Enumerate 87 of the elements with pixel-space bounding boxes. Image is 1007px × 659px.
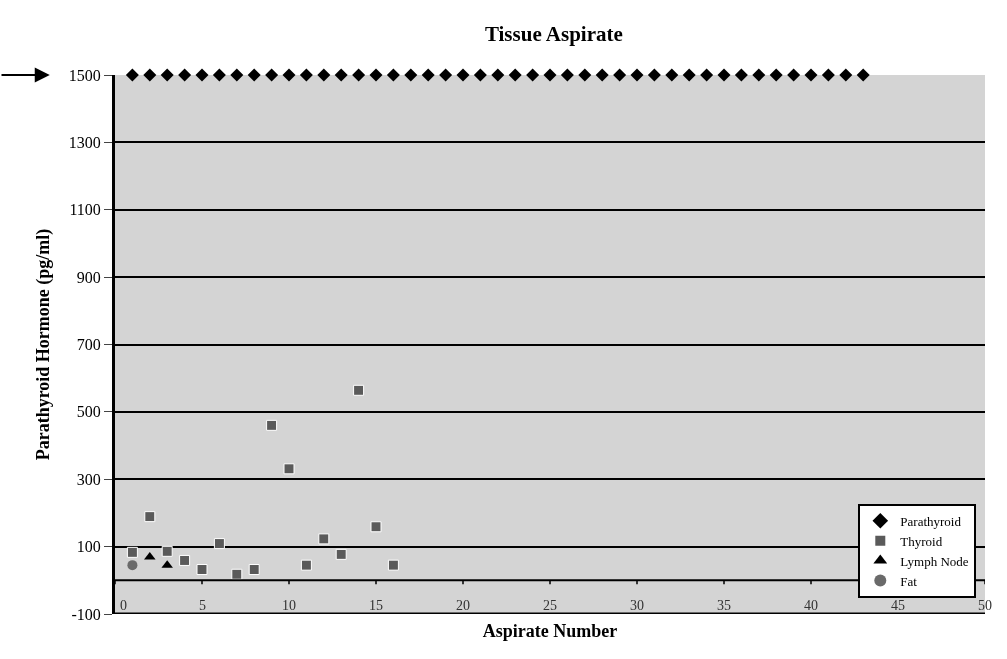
point: [508, 68, 522, 82]
y-tick-label: 100: [76, 538, 101, 556]
point: [126, 546, 138, 558]
point: [386, 68, 400, 82]
x-tick-label: 15: [369, 598, 383, 613]
point: [196, 564, 208, 576]
point: [352, 68, 366, 82]
point: [630, 68, 644, 82]
x-tick-label: 5: [199, 598, 206, 613]
point: [613, 68, 627, 82]
point: [665, 68, 679, 82]
point: [125, 68, 139, 82]
point: [334, 68, 348, 82]
point: [370, 521, 382, 533]
point: [282, 68, 296, 82]
point: [491, 68, 505, 82]
point: [179, 554, 191, 566]
point: [230, 68, 244, 82]
chart-title: Tissue Aspirate: [484, 22, 623, 47]
y-tick-label: -100: [71, 605, 101, 623]
point: [161, 545, 173, 557]
point: [265, 68, 279, 82]
legend-label: Parathyroid: [900, 513, 962, 529]
y-tick-label: 1100: [69, 201, 101, 219]
point: [456, 68, 470, 82]
x-tick-label: 0: [120, 598, 127, 613]
point: [404, 68, 418, 82]
point: [178, 68, 192, 82]
x-tick-label: 25: [543, 598, 557, 613]
point: [543, 68, 557, 82]
point: [717, 68, 731, 82]
point: [752, 68, 766, 82]
x-tick-label: 40: [804, 598, 818, 613]
point: [318, 533, 330, 545]
x-tick-label: 45: [891, 598, 905, 613]
point: [700, 68, 714, 82]
y-tick-label: 1300: [68, 133, 101, 151]
point: [248, 564, 260, 576]
x-axis-title: Aspirate Number: [482, 621, 618, 642]
x-tick-label: 35: [717, 598, 731, 613]
x-tick-label: 30: [630, 598, 644, 613]
y-tick-label: 300: [76, 470, 101, 488]
point: [647, 68, 661, 82]
x-tick-label: 20: [456, 598, 470, 613]
point: [160, 68, 174, 82]
point: [473, 68, 487, 82]
y-tick-label: 500: [76, 403, 101, 421]
y-tick-label: 700: [76, 336, 101, 354]
point: [143, 68, 157, 82]
point: [821, 68, 835, 82]
point: [387, 559, 399, 571]
point: [421, 68, 435, 82]
point: [213, 538, 225, 550]
point: [266, 419, 278, 431]
point: [335, 548, 347, 560]
point: [839, 68, 853, 82]
point: [734, 68, 748, 82]
point: [682, 68, 696, 82]
point: [195, 68, 209, 82]
x-tick-label: 10: [282, 598, 296, 613]
point: [526, 68, 540, 82]
y-axis-title: Parathyroid Hormone (pg/ml): [33, 228, 54, 461]
point: [578, 68, 592, 82]
x-tick-label: 50: [978, 598, 992, 613]
point: [369, 68, 383, 82]
point: [299, 68, 313, 82]
point: [300, 559, 312, 571]
point: [804, 68, 818, 82]
point: [439, 68, 453, 82]
legend-label: Fat: [900, 573, 918, 589]
legend-label: Lymph Node: [900, 553, 969, 569]
point: [787, 68, 801, 82]
legend-label: Thyroid: [900, 533, 943, 549]
point: [769, 68, 783, 82]
point: [283, 463, 295, 475]
y-tick-label: 900: [76, 268, 101, 286]
point: [144, 511, 156, 523]
y-tick-label: 1500: [68, 66, 101, 84]
point: [317, 68, 331, 82]
point: [856, 68, 870, 82]
point: [353, 384, 365, 396]
point: [212, 68, 226, 82]
point: [231, 568, 243, 580]
point: [127, 560, 138, 571]
point: [595, 68, 609, 82]
point: [560, 68, 574, 82]
point: [247, 68, 261, 82]
